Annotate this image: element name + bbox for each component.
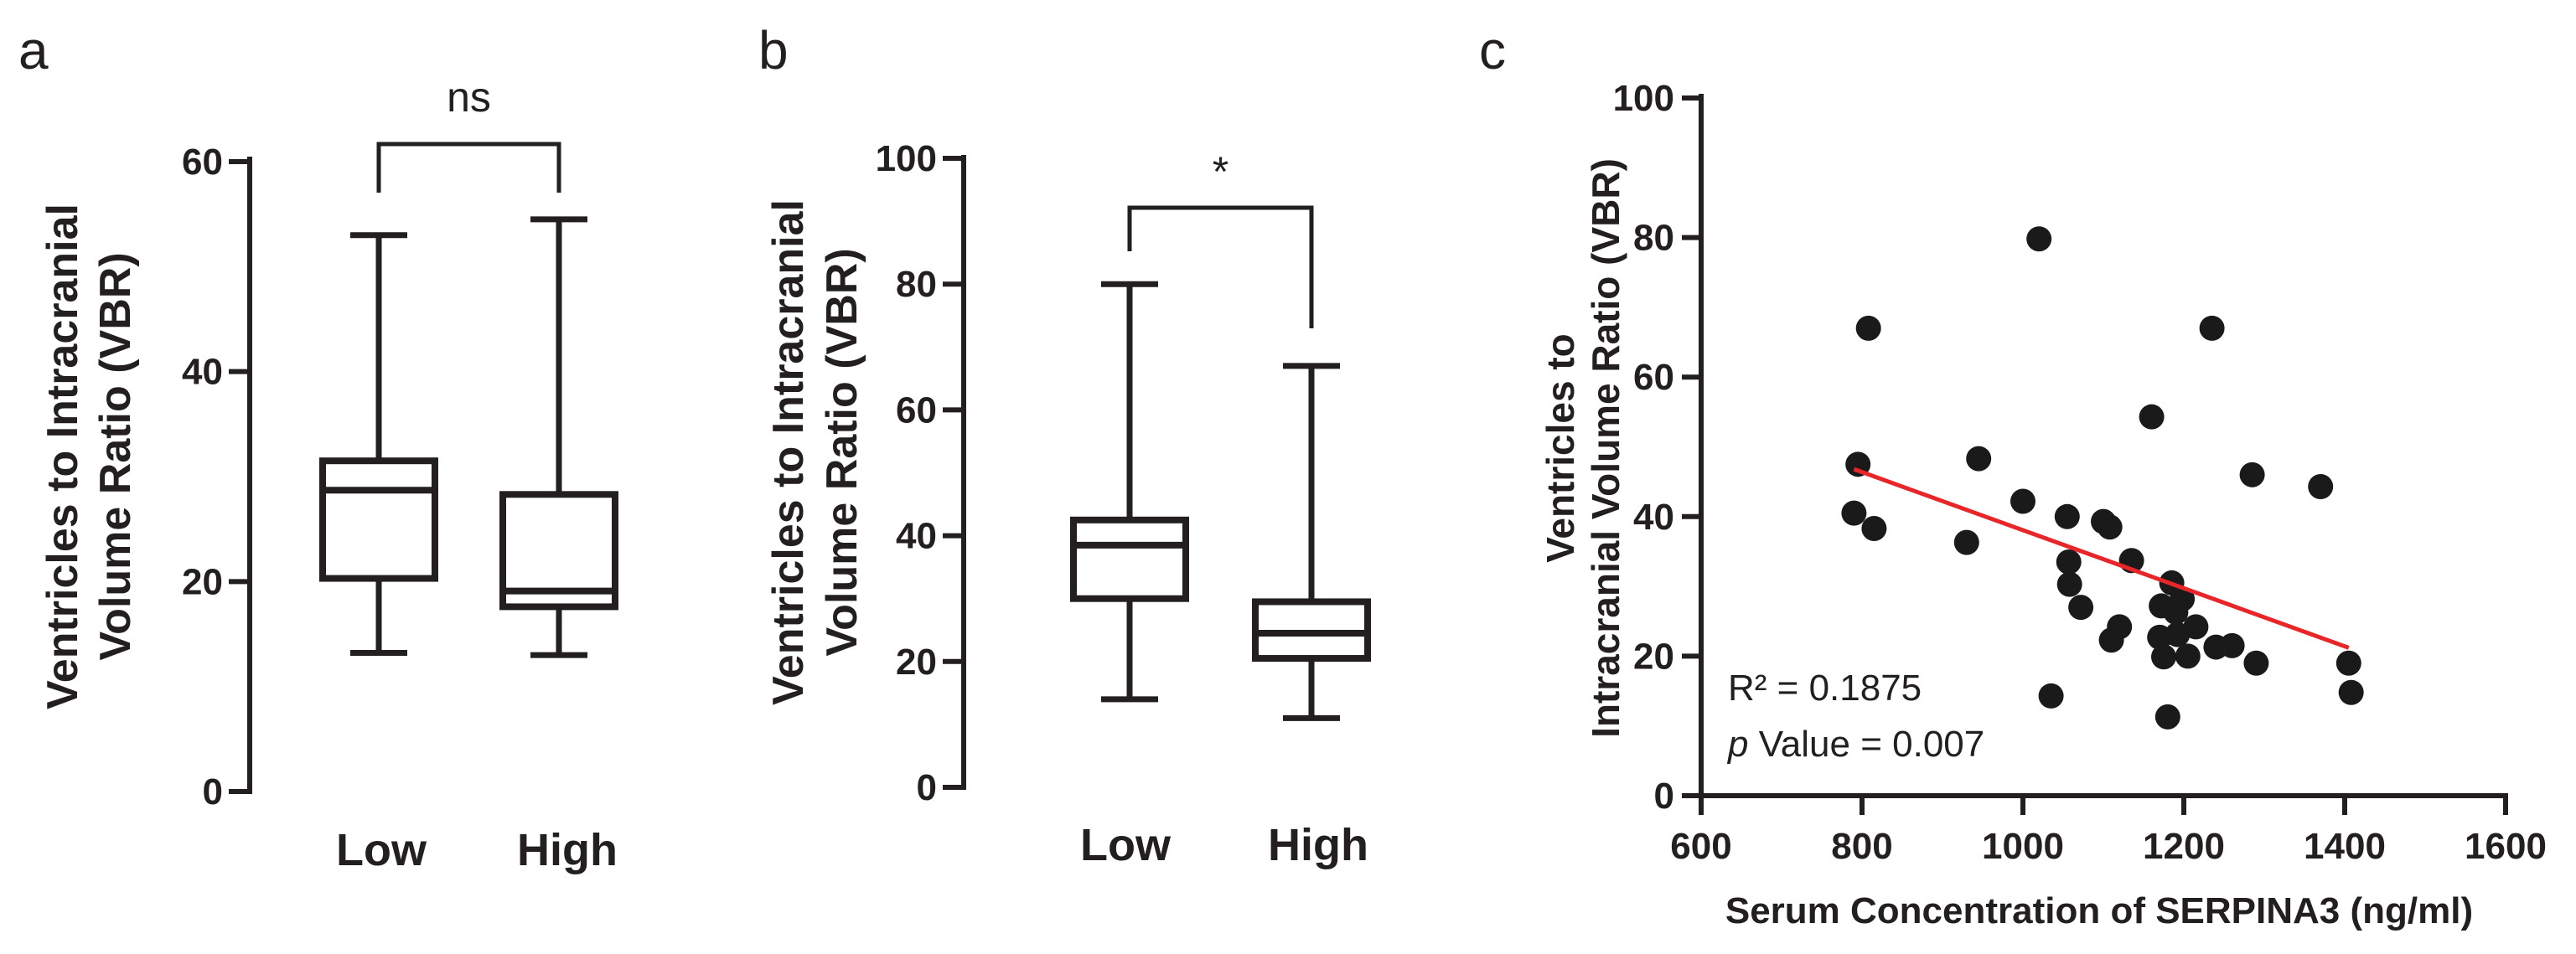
data-point [2335,650,2361,676]
y-tick-label-b: 80 [896,264,937,305]
y-tick-label-b: 60 [896,389,937,431]
data-point [2097,514,2123,540]
significance-label-a: ns [447,74,491,121]
data-point [2139,404,2165,430]
y-tick-label-c: 100 [1613,78,1674,119]
data-point [2026,226,2052,252]
y-tick-label-a: 0 [203,771,223,812]
data-point [2038,683,2064,709]
data-point [2199,315,2225,341]
y-axis-label-b-line1: Ventricles to Intracranial [764,199,813,705]
x-tick-label-c: 800 [1831,826,1892,867]
x-tick-label-c: 1400 [2304,826,2386,867]
significance-label-b: * [1213,148,1229,195]
panel-c: c Ventricles to Intracranial Volume Rati… [1479,20,2547,931]
categories-a: Low High [336,825,618,875]
panel-letter-c: c [1479,20,1506,80]
category-label: High [1268,820,1368,870]
data-point [1855,315,1881,341]
data-point [2068,595,2094,621]
y-tick-label-b: 0 [917,767,937,808]
data-point [2154,704,2180,730]
r-squared-value: 0.1875 [1809,668,1922,709]
y-axis-label-b-line2: Volume Ratio (VBR) [818,248,866,656]
panel-letter-a: a [18,20,49,80]
data-point [2308,473,2334,499]
y-tick-label-c: 80 [1633,218,1674,259]
data-point [2056,549,2082,575]
regression-line-c [1853,467,2350,650]
y-ticks-c: 0 20 40 60 80 100 [1613,78,1704,817]
y-tick-label-c: 20 [1633,636,1674,677]
y-tick-label-b: 20 [896,642,937,683]
y-tick-label-c: 0 [1654,776,1674,817]
data-point [2170,586,2196,612]
p-italic: p [1726,724,1748,765]
scatter-points-c [1841,226,2364,730]
data-point [1953,529,1979,555]
y-tick-label-b: 40 [896,516,937,557]
x-axis-label-c: Serum Concentration of SERPINA3 (ng/ml) [1725,890,2473,931]
data-point [2107,614,2133,640]
data-point [2219,632,2245,658]
data-point [2010,488,2035,514]
box-low [1070,516,1189,602]
p-value-label: p Value = 0.007 [1726,724,1984,765]
data-point [2243,650,2269,676]
data-point [2056,571,2082,597]
category-label: Low [1080,820,1172,870]
data-point [2239,462,2265,487]
data-point [2183,614,2209,640]
data-point [1966,446,1992,472]
p-value: 0.007 [1892,724,1984,765]
y-ticks-b: 0 20 40 60 80 100 [876,138,966,808]
data-point [1845,451,1871,477]
data-point [1861,515,1887,541]
data-point [2338,679,2364,705]
data-point [1841,500,1867,526]
category-label: Low [336,825,427,875]
r-squared-prefix: R² = [1728,668,1809,709]
data-point [2054,503,2080,529]
y-tick-label-a: 20 [182,561,223,602]
box-low [319,457,438,582]
y-axis-label-a-line2: Volume Ratio (VBR) [91,252,140,660]
panel-a: a Ventricles to Intracranial Volume Rati… [18,20,618,875]
categories-b: Low High [1080,820,1368,870]
x-tick-label-c: 1000 [1982,826,2064,867]
p-label: Value = [1748,724,1892,765]
y-axis-label-c-line1: Ventricles to [1539,333,1582,563]
panel-letter-b: b [758,20,789,80]
y-axis-label-c-line2: Intracranial Volume Ratio (VBR) [1584,158,1627,738]
y-tick-label-b: 100 [876,138,937,179]
y-tick-label-c: 60 [1633,357,1674,398]
data-point [2175,643,2201,669]
boxes-a [319,216,618,658]
x-tick-label-c: 1600 [2465,826,2547,867]
boxes-b [1070,281,1371,721]
significance-bracket-b [1127,205,1314,328]
y-tick-label-a: 40 [182,352,223,393]
panel-b: b Ventricles to Intracranial Volume Rati… [758,20,1371,870]
x-tick-label-c: 600 [1670,826,1731,867]
y-axis-label-a-line1: Ventricles to Intracranial [39,204,87,709]
x-ticks-c: 600 800 1000 1200 1400 1600 [1670,793,2547,867]
y-tick-label-a: 60 [182,142,223,183]
y-ticks-a: 0 20 40 60 [182,142,252,812]
r-squared-label: R² = 0.1875 [1728,668,1922,709]
box-high [499,491,618,611]
data-point [2151,644,2176,670]
x-tick-label-c: 1200 [2143,826,2225,867]
significance-bracket-a [376,142,561,193]
category-label: High [517,825,618,875]
y-tick-label-c: 40 [1633,497,1674,538]
